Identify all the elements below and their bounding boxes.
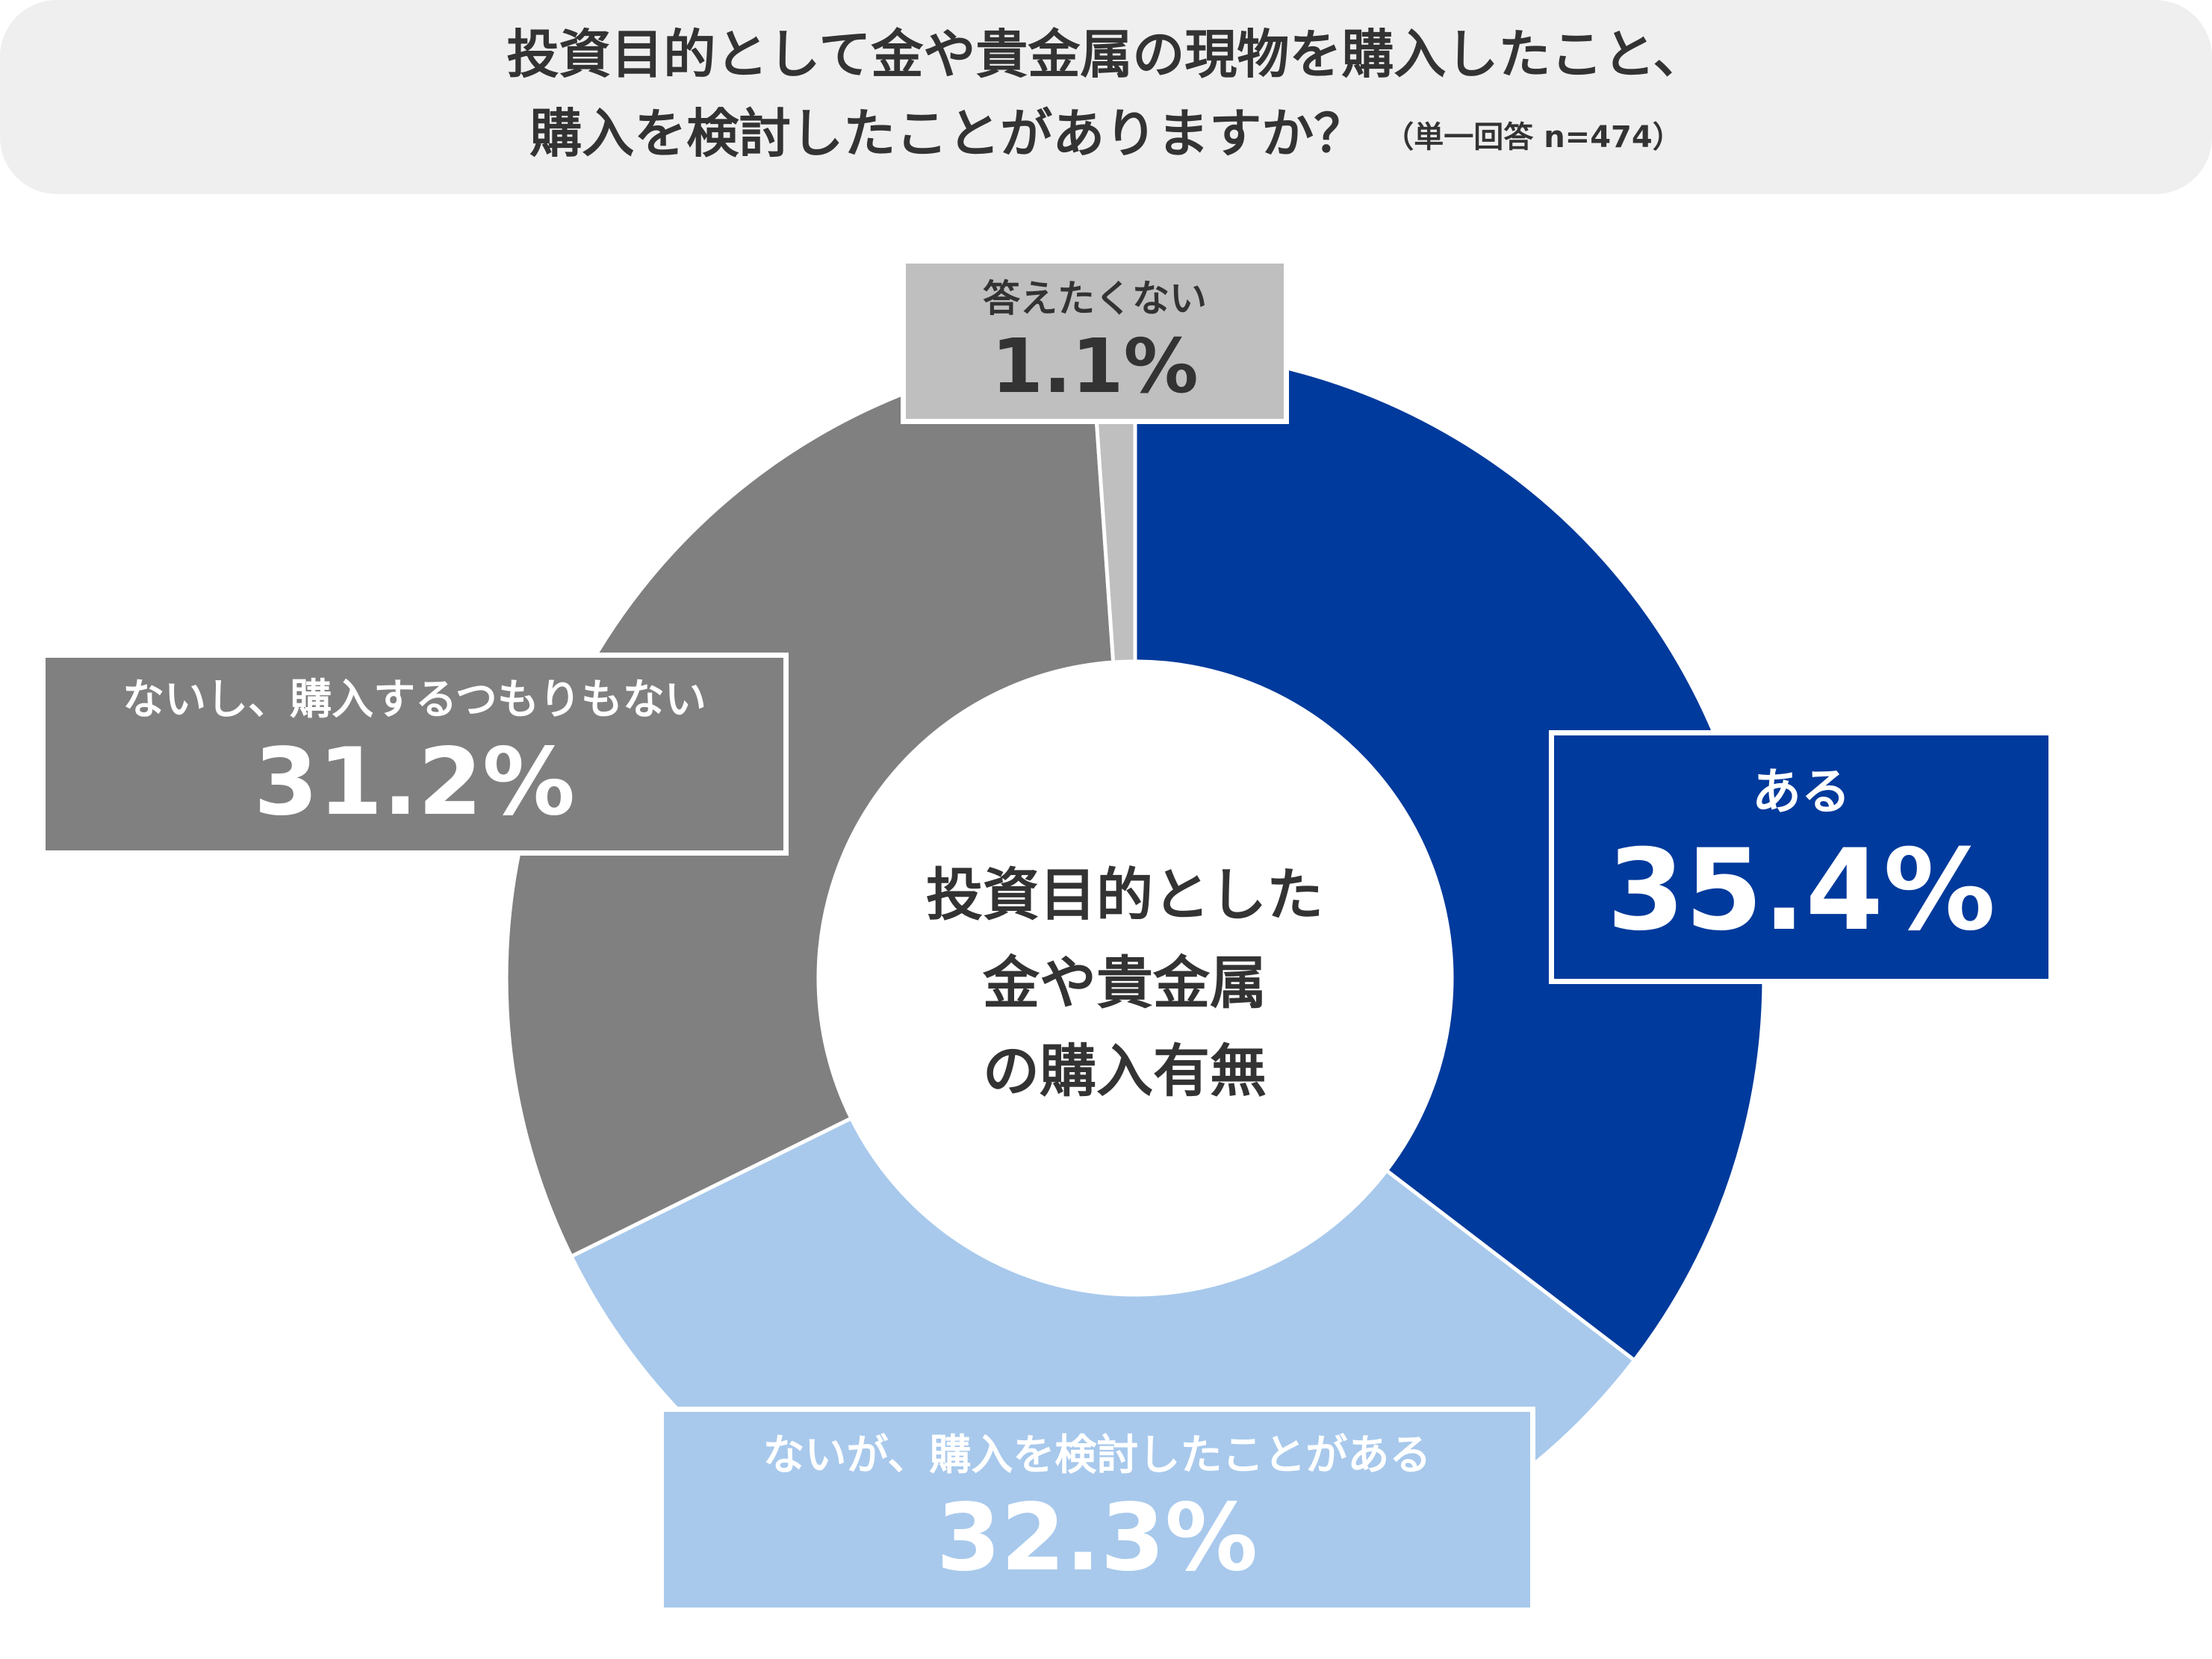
center-label-line-2: 金や貴金属 (983, 950, 1267, 1016)
donut-slice-aru (1133, 347, 1766, 1363)
data-label-aru: ある 35.4% (1549, 730, 2054, 984)
data-label-no-intention-value: 31.2% (253, 729, 576, 836)
chart-title-line-1: 投資目的として金や貴金属の現物を購入したこと、 (506, 24, 1706, 85)
data-label-considered-category: ないが、購入を検討したことがある (762, 1431, 1432, 1480)
chart-title-line-2: 購入を検討したことがありますか？ （単一回答 n=474） (0, 102, 2212, 169)
data-label-aru-value: 35.4% (1606, 826, 1996, 956)
title-banner: 投資目的として金や貴金属の現物を購入したこと、 購入を検討したことがありますか？… (0, 0, 2212, 194)
center-label-line-3: の購入有無 (983, 1038, 1267, 1104)
center-label-line-1: 投資目的とした (926, 862, 1323, 928)
data-label-no-intention-category: ないし、購入するつもりもない (122, 676, 706, 724)
data-label-considered-value: 32.3% (936, 1484, 1258, 1592)
chart-title-line-2-text: 購入を検討したことがありますか？ (529, 103, 1367, 164)
data-label-aru-category: ある (1752, 763, 1851, 821)
data-label-no-answer: 答えたくない 1.1% (901, 258, 1289, 424)
donut-center-label: 投資目的とした 金や貴金属 の購入有無 (826, 851, 1423, 1115)
data-label-no-answer-category: 答えたくない (983, 277, 1207, 320)
data-label-no-answer-value: 1.1% (991, 323, 1199, 410)
data-label-no-intention: ないし、購入するつもりもない 31.2% (40, 653, 789, 856)
sample-size-note: （単一回答 n=474） (1384, 120, 1683, 155)
data-label-considered: ないが、購入を検討したことがある 32.3% (659, 1407, 1535, 1613)
